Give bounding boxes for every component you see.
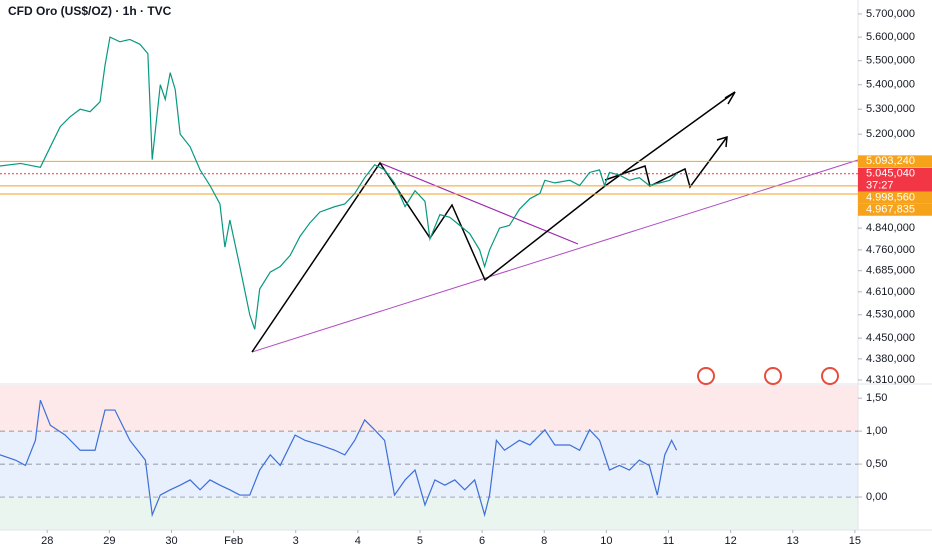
- x-tick-label: 30: [165, 535, 177, 547]
- price-tag: 4.998,560: [858, 192, 932, 204]
- x-tick-label: 6: [479, 535, 485, 547]
- x-tick-label: 13: [787, 535, 799, 547]
- y-tick-label: 1,50: [866, 392, 887, 404]
- price-tag-bg: [858, 203, 932, 216]
- resistance-trendline: [379, 162, 579, 245]
- x-tick-label: 15: [849, 535, 861, 547]
- x-tick-label: 11: [663, 535, 674, 547]
- price-tag: 4.967,835: [858, 204, 932, 216]
- projection-drawing: [604, 136, 728, 189]
- y-tick-label: 5.600,000: [866, 31, 915, 43]
- drawings: [251, 91, 859, 353]
- x-tick-label: 28: [41, 535, 53, 547]
- zone: [0, 385, 858, 432]
- y-tick-label: 4.610,000: [866, 286, 915, 298]
- y-tick-label: 0,00: [866, 491, 887, 503]
- series-line: [0, 399, 678, 518]
- event-icon[interactable]: [764, 367, 782, 385]
- x-tick-label: 5: [417, 535, 423, 547]
- event-icon[interactable]: [821, 367, 839, 385]
- y-tick-label: 4.685,000: [866, 265, 915, 277]
- x-tick-label: 3: [293, 535, 299, 547]
- y-tick-label: 4.310,000: [866, 374, 915, 386]
- price-tag-label: 5.045,040: [866, 168, 915, 180]
- x-tick-label: 10: [600, 535, 612, 547]
- event-icons: [697, 367, 839, 385]
- price-tag-label: 4.967,835: [866, 204, 915, 216]
- arrow-head: [716, 135, 728, 148]
- y-tick-label: 4.450,000: [866, 332, 915, 344]
- x-tick-label: 8: [541, 535, 547, 547]
- price-tag: 5.093,240: [858, 155, 932, 168]
- x-tick-label: 12: [725, 535, 737, 547]
- series-line: [0, 36, 677, 330]
- y-tick-label: 5.400,000: [866, 79, 915, 91]
- price-tag-label: 4.998,560: [866, 192, 915, 204]
- price-tag-bg: [858, 167, 932, 192]
- y-tick-label: 4.760,000: [866, 244, 915, 256]
- chart-title: CFD Oro (US$/OZ) · 1h · TVC: [8, 4, 172, 18]
- y-tick-label: 1,00: [866, 425, 887, 437]
- x-tick-label: Feb: [224, 535, 243, 547]
- y-tick-label: 0,50: [866, 458, 887, 470]
- y-tick-label: 5.700,000: [866, 8, 915, 20]
- y-tick-label: 5.300,000: [866, 103, 915, 115]
- countdown: 37:27: [866, 180, 894, 192]
- y-tick-label: 5.500,000: [866, 55, 915, 67]
- price-tag-bg: [858, 155, 932, 168]
- y-tick-label: 4.840,000: [866, 222, 915, 234]
- indicator-bands: [0, 385, 858, 530]
- zone: [0, 497, 858, 530]
- y-tick-label: 4.380,000: [866, 353, 915, 365]
- support-trendline: [251, 159, 859, 353]
- event-icon[interactable]: [697, 367, 715, 385]
- price-tag-label: 5.093,240: [866, 155, 915, 167]
- arrow-head: [724, 91, 736, 105]
- x-tick-label: 4: [355, 535, 361, 547]
- y-tick-label: 5.200,000: [866, 128, 915, 140]
- price-tag-bg: [858, 191, 932, 204]
- x-tick-label: 29: [103, 535, 115, 547]
- y-tick-label: 4.530,000: [866, 309, 915, 321]
